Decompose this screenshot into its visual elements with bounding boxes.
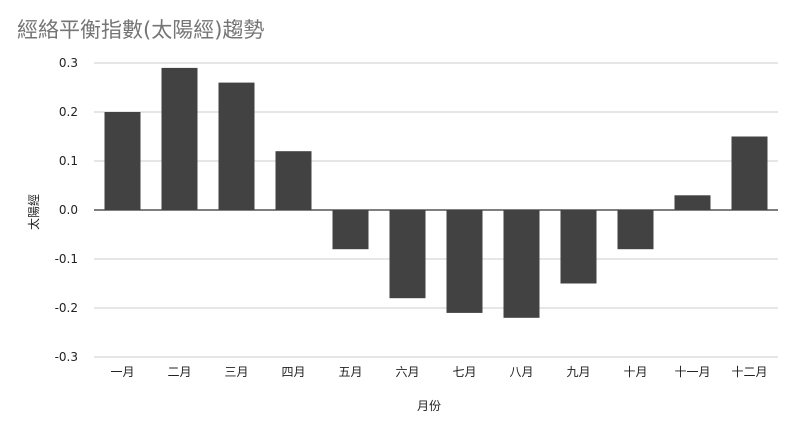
bar: [389, 210, 426, 299]
bars: [104, 67, 768, 318]
chart-title: 經絡平衡指數(太陽經)趨勢: [17, 18, 265, 42]
x-tick-label: 五月: [338, 365, 362, 379]
x-tick-label: 八月: [509, 365, 533, 379]
x-tick-label: 三月: [224, 365, 248, 379]
bar: [104, 112, 141, 210]
x-axis-title: 月份: [417, 399, 441, 413]
bar: [332, 210, 369, 250]
y-tick-label: 0.1: [59, 154, 78, 168]
y-tick-label: 0.3: [59, 56, 78, 70]
x-tick-label: 十二月: [731, 365, 767, 379]
y-tick-label: 0.2: [59, 105, 78, 119]
bar: [674, 195, 711, 210]
x-tick-label: 一月: [110, 365, 134, 379]
bar: [218, 82, 255, 210]
bar: [560, 210, 597, 284]
x-tick-label: 十一月: [674, 365, 710, 379]
gridlines: [94, 62, 778, 358]
x-tick-label: 十月: [623, 365, 647, 379]
x-tick-label: 七月: [452, 365, 476, 379]
bar: [617, 210, 654, 250]
x-tick-labels: 一月 二月 三月 四月 五月 六月 七月 八月 九月 十月 十一月 十二月: [110, 365, 767, 379]
x-tick-label: 九月: [566, 365, 590, 379]
bar: [161, 67, 198, 211]
bar: [446, 210, 483, 313]
y-tick-labels: 0.3 0.2 0.1 0.0 -0.1 -0.2 -0.3: [55, 56, 78, 364]
x-tick-label: 二月: [167, 365, 191, 379]
y-tick-label: 0.0: [59, 203, 78, 217]
y-tick-label: -0.2: [55, 301, 78, 315]
bar: [503, 210, 540, 318]
y-tick-label: -0.1: [55, 252, 78, 266]
bar: [275, 151, 312, 210]
x-tick-label: 六月: [395, 365, 419, 379]
y-tick-label: -0.3: [55, 350, 78, 364]
x-tick-label: 四月: [281, 365, 305, 379]
bar: [731, 136, 768, 210]
y-axis-title: 太陽經: [26, 194, 41, 230]
